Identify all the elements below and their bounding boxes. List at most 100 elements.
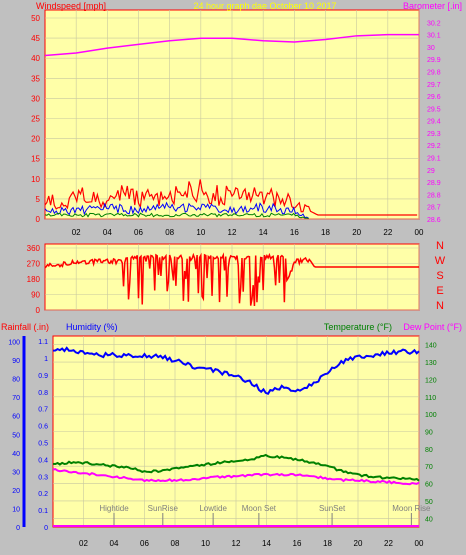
chart-title: 24 hour graph dae October 10 2017 bbox=[193, 1, 336, 11]
right-tick-label: 29.3 bbox=[427, 131, 441, 138]
x-tick-label: 06 bbox=[134, 228, 143, 237]
humidity-axis-title: Humidity (%) bbox=[66, 322, 118, 332]
right-tick-label: 30.2 bbox=[427, 20, 441, 27]
direction-tick-label: 360 bbox=[27, 244, 41, 253]
humidity-tick-label: 30 bbox=[12, 469, 20, 476]
rain-tick-label: 0 bbox=[44, 525, 48, 532]
left-tick-label: 50 bbox=[31, 14, 40, 23]
x-tick-label: 00 bbox=[415, 539, 424, 548]
humidity-tick-label: 60 bbox=[12, 414, 20, 421]
right-tick-label: 28.6 bbox=[427, 217, 441, 224]
right-tick-label: 29.4 bbox=[427, 119, 441, 126]
x-tick-label: 16 bbox=[293, 539, 302, 548]
temperature-tick-label: 40 bbox=[425, 516, 433, 523]
humidity-tick-label: 0 bbox=[16, 525, 20, 532]
rain-tick-label: 0.5 bbox=[38, 440, 48, 447]
right-tick-label: 30 bbox=[427, 45, 435, 52]
x-tick-label: 14 bbox=[262, 539, 271, 548]
x-tick-label: 20 bbox=[354, 539, 363, 548]
x-tick-label: 04 bbox=[110, 539, 119, 548]
temperature-tick-label: 120 bbox=[425, 377, 437, 384]
event-label: Moon Set bbox=[242, 504, 277, 513]
x-tick-label: 10 bbox=[201, 539, 210, 548]
temperature-tick-label: 130 bbox=[425, 360, 437, 367]
x-tick-label: 18 bbox=[321, 228, 330, 237]
rain-tick-label: 0.6 bbox=[38, 424, 48, 431]
x-tick-label: 06 bbox=[140, 539, 149, 548]
rain-tick-label: 1.1 bbox=[38, 339, 48, 346]
x-tick-label: 08 bbox=[171, 539, 180, 548]
x-tick-label: 08 bbox=[165, 228, 174, 237]
right-tick-label: 29.5 bbox=[427, 106, 441, 113]
temperature-tick-label: 70 bbox=[425, 464, 433, 471]
rain-tick-label: 0.8 bbox=[38, 390, 48, 397]
x-tick-label: 02 bbox=[79, 539, 88, 548]
right-tick-label: 28.7 bbox=[427, 205, 441, 212]
wind-direction-line bbox=[44, 252, 419, 306]
temperature-tick-label: 60 bbox=[425, 482, 433, 489]
right-tick-label: 29.7 bbox=[427, 82, 441, 89]
direction-tick-label: 180 bbox=[27, 275, 41, 284]
left-tick-label: 25 bbox=[31, 115, 40, 124]
x-tick-label: 16 bbox=[290, 228, 299, 237]
temperature-tick-label: 140 bbox=[425, 343, 437, 350]
x-tick-label: 14 bbox=[259, 228, 268, 237]
left-tick-label: 15 bbox=[31, 155, 40, 164]
right-tick-label: 29.6 bbox=[427, 94, 441, 101]
rain-tick-label: 0.3 bbox=[38, 474, 48, 481]
rain-tick-label: 0.4 bbox=[38, 457, 48, 464]
humidity-tick-label: 70 bbox=[12, 395, 20, 402]
wind-series-line bbox=[44, 179, 418, 216]
dew-point-line bbox=[52, 467, 420, 486]
rain-tick-label: 0.2 bbox=[38, 491, 48, 498]
event-label: SunRise bbox=[148, 504, 179, 513]
x-tick-label: 22 bbox=[384, 539, 393, 548]
x-tick-label: 12 bbox=[228, 228, 237, 237]
x-tick-label: 22 bbox=[383, 228, 392, 237]
event-label: Hightide bbox=[99, 504, 129, 513]
event-label: SunSet bbox=[319, 504, 346, 513]
temperature-tick-label: 100 bbox=[425, 412, 437, 419]
x-tick-label: 20 bbox=[352, 228, 361, 237]
direction-tick-label: 270 bbox=[27, 260, 41, 269]
temperature-tick-label: 110 bbox=[425, 395, 436, 402]
x-tick-label: 04 bbox=[103, 228, 112, 237]
temperature-tick-label: 90 bbox=[425, 430, 433, 437]
rainfall-axis-title: Rainfall (.in) bbox=[1, 322, 49, 332]
left-tick-label: 10 bbox=[31, 175, 40, 184]
compass-label: N bbox=[436, 240, 444, 252]
right-tick-label: 29.2 bbox=[427, 143, 441, 150]
x-tick-label: 18 bbox=[323, 539, 332, 548]
compass-label: S bbox=[436, 270, 443, 282]
wind-series-line bbox=[44, 201, 309, 219]
temperature-line bbox=[52, 453, 420, 482]
left-tick-label: 35 bbox=[31, 74, 40, 83]
event-label: Lowtide bbox=[199, 504, 227, 513]
compass-label: E bbox=[436, 285, 443, 297]
left-tick-label: 40 bbox=[31, 54, 40, 63]
x-tick-label: 00 bbox=[415, 228, 424, 237]
left-tick-label: 20 bbox=[31, 135, 40, 144]
humidity-line bbox=[52, 346, 420, 396]
x-tick-label: 02 bbox=[72, 228, 81, 237]
right-axis-title: Barometer [.in] bbox=[403, 1, 462, 11]
dewpoint-axis-title: Dew Point (°F) bbox=[403, 322, 462, 332]
right-tick-label: 30.1 bbox=[427, 33, 441, 40]
direction-tick-label: 0 bbox=[36, 306, 41, 315]
x-tick-label: 10 bbox=[196, 228, 205, 237]
temperature-tick-label: 80 bbox=[425, 447, 433, 454]
left-tick-label: 45 bbox=[31, 34, 40, 43]
barometer-line bbox=[44, 33, 419, 57]
rain-tick-label: 1 bbox=[44, 356, 48, 363]
right-tick-label: 28.8 bbox=[427, 192, 441, 199]
humidity-tick-label: 50 bbox=[12, 432, 20, 439]
left-tick-label: 5 bbox=[36, 195, 41, 204]
humidity-tick-label: 90 bbox=[12, 358, 20, 365]
left-axis-title: Windspeed [mph] bbox=[36, 1, 106, 11]
temperature-tick-label: 50 bbox=[425, 499, 433, 506]
temperature-axis-title: Temperature (°F) bbox=[324, 322, 392, 332]
right-tick-label: 28.9 bbox=[427, 180, 441, 187]
humidity-tick-label: 10 bbox=[12, 506, 20, 513]
compass-label: N bbox=[436, 300, 444, 312]
